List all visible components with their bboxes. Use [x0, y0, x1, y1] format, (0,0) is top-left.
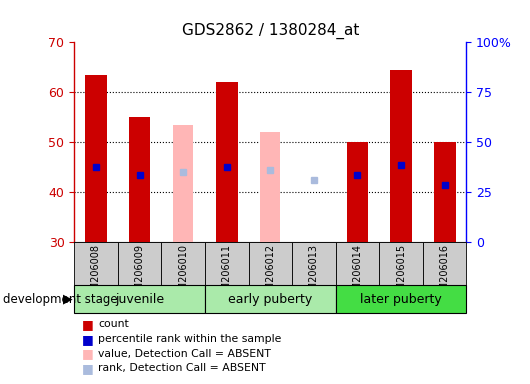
Bar — [261, 132, 280, 242]
Text: GSM206015: GSM206015 — [396, 244, 406, 303]
Bar — [161, 242, 205, 286]
Text: development stage: development stage — [3, 293, 117, 306]
Text: GSM206009: GSM206009 — [135, 244, 145, 303]
Text: ■: ■ — [82, 318, 94, 331]
Text: early puberty: early puberty — [228, 293, 312, 306]
Text: ■: ■ — [82, 347, 94, 360]
Text: rank, Detection Call = ABSENT: rank, Detection Call = ABSENT — [98, 363, 266, 373]
Bar — [85, 74, 107, 242]
Text: later puberty: later puberty — [360, 293, 442, 306]
Bar — [205, 285, 335, 313]
Bar — [434, 142, 455, 242]
Text: percentile rank within the sample: percentile rank within the sample — [98, 334, 281, 344]
Bar — [129, 117, 151, 242]
Text: value, Detection Call = ABSENT: value, Detection Call = ABSENT — [98, 349, 271, 359]
Bar — [118, 242, 161, 286]
Text: count: count — [98, 319, 129, 329]
Bar — [249, 242, 292, 286]
Bar — [205, 242, 249, 286]
Text: GSM206011: GSM206011 — [222, 244, 232, 303]
Bar — [74, 285, 205, 313]
Text: GSM206014: GSM206014 — [352, 244, 363, 303]
Bar — [390, 70, 412, 242]
Bar — [423, 242, 466, 286]
Text: GSM206010: GSM206010 — [178, 244, 188, 303]
Bar — [347, 142, 368, 242]
Text: GSM206016: GSM206016 — [439, 244, 449, 303]
Bar — [74, 242, 118, 286]
Text: ■: ■ — [82, 362, 94, 375]
Text: ■: ■ — [82, 333, 94, 346]
Text: GSM206008: GSM206008 — [91, 244, 101, 303]
Title: GDS2862 / 1380284_at: GDS2862 / 1380284_at — [182, 23, 359, 40]
Bar — [292, 242, 335, 286]
Bar — [335, 285, 466, 313]
Bar — [216, 82, 237, 242]
Text: ▶: ▶ — [63, 293, 73, 306]
Text: GSM206012: GSM206012 — [266, 244, 275, 303]
Text: juvenile: juvenile — [115, 293, 164, 306]
Text: GSM206013: GSM206013 — [309, 244, 319, 303]
Bar — [173, 124, 193, 242]
Bar — [335, 242, 379, 286]
Bar — [379, 242, 423, 286]
